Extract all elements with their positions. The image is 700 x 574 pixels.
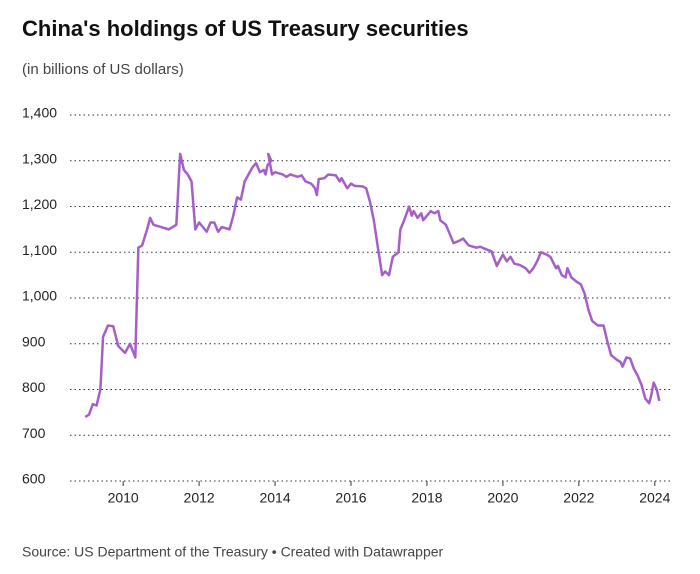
x-tick-label: 2022 — [563, 490, 594, 506]
y-tick-label: 1,200 — [22, 196, 57, 212]
x-tick-label: 2016 — [335, 490, 366, 506]
x-tick-label: 2024 — [639, 490, 670, 506]
y-tick-label: 1,100 — [22, 242, 57, 258]
x-tick-label: 2014 — [259, 490, 290, 506]
chart-title: China's holdings of US Treasury securiti… — [22, 16, 469, 41]
x-tick-label: 2012 — [184, 490, 215, 506]
y-tick-label: 1,000 — [22, 288, 57, 304]
x-tick-label: 2010 — [108, 490, 139, 506]
y-tick-label: 800 — [22, 379, 46, 395]
x-tick-label: 2020 — [487, 490, 518, 506]
y-tick-label: 900 — [22, 333, 46, 349]
x-tick-label: 2018 — [411, 490, 442, 506]
y-tick-label: 700 — [22, 425, 46, 441]
y-tick-label: 600 — [22, 471, 46, 487]
chart-subtitle: (in billions of US dollars) — [22, 61, 184, 78]
source-note: Source: US Department of the Treasury • … — [22, 544, 444, 560]
data-line — [84, 152, 661, 419]
y-tick-label: 1,400 — [22, 105, 57, 121]
y-tick-label: 1,300 — [22, 150, 57, 166]
